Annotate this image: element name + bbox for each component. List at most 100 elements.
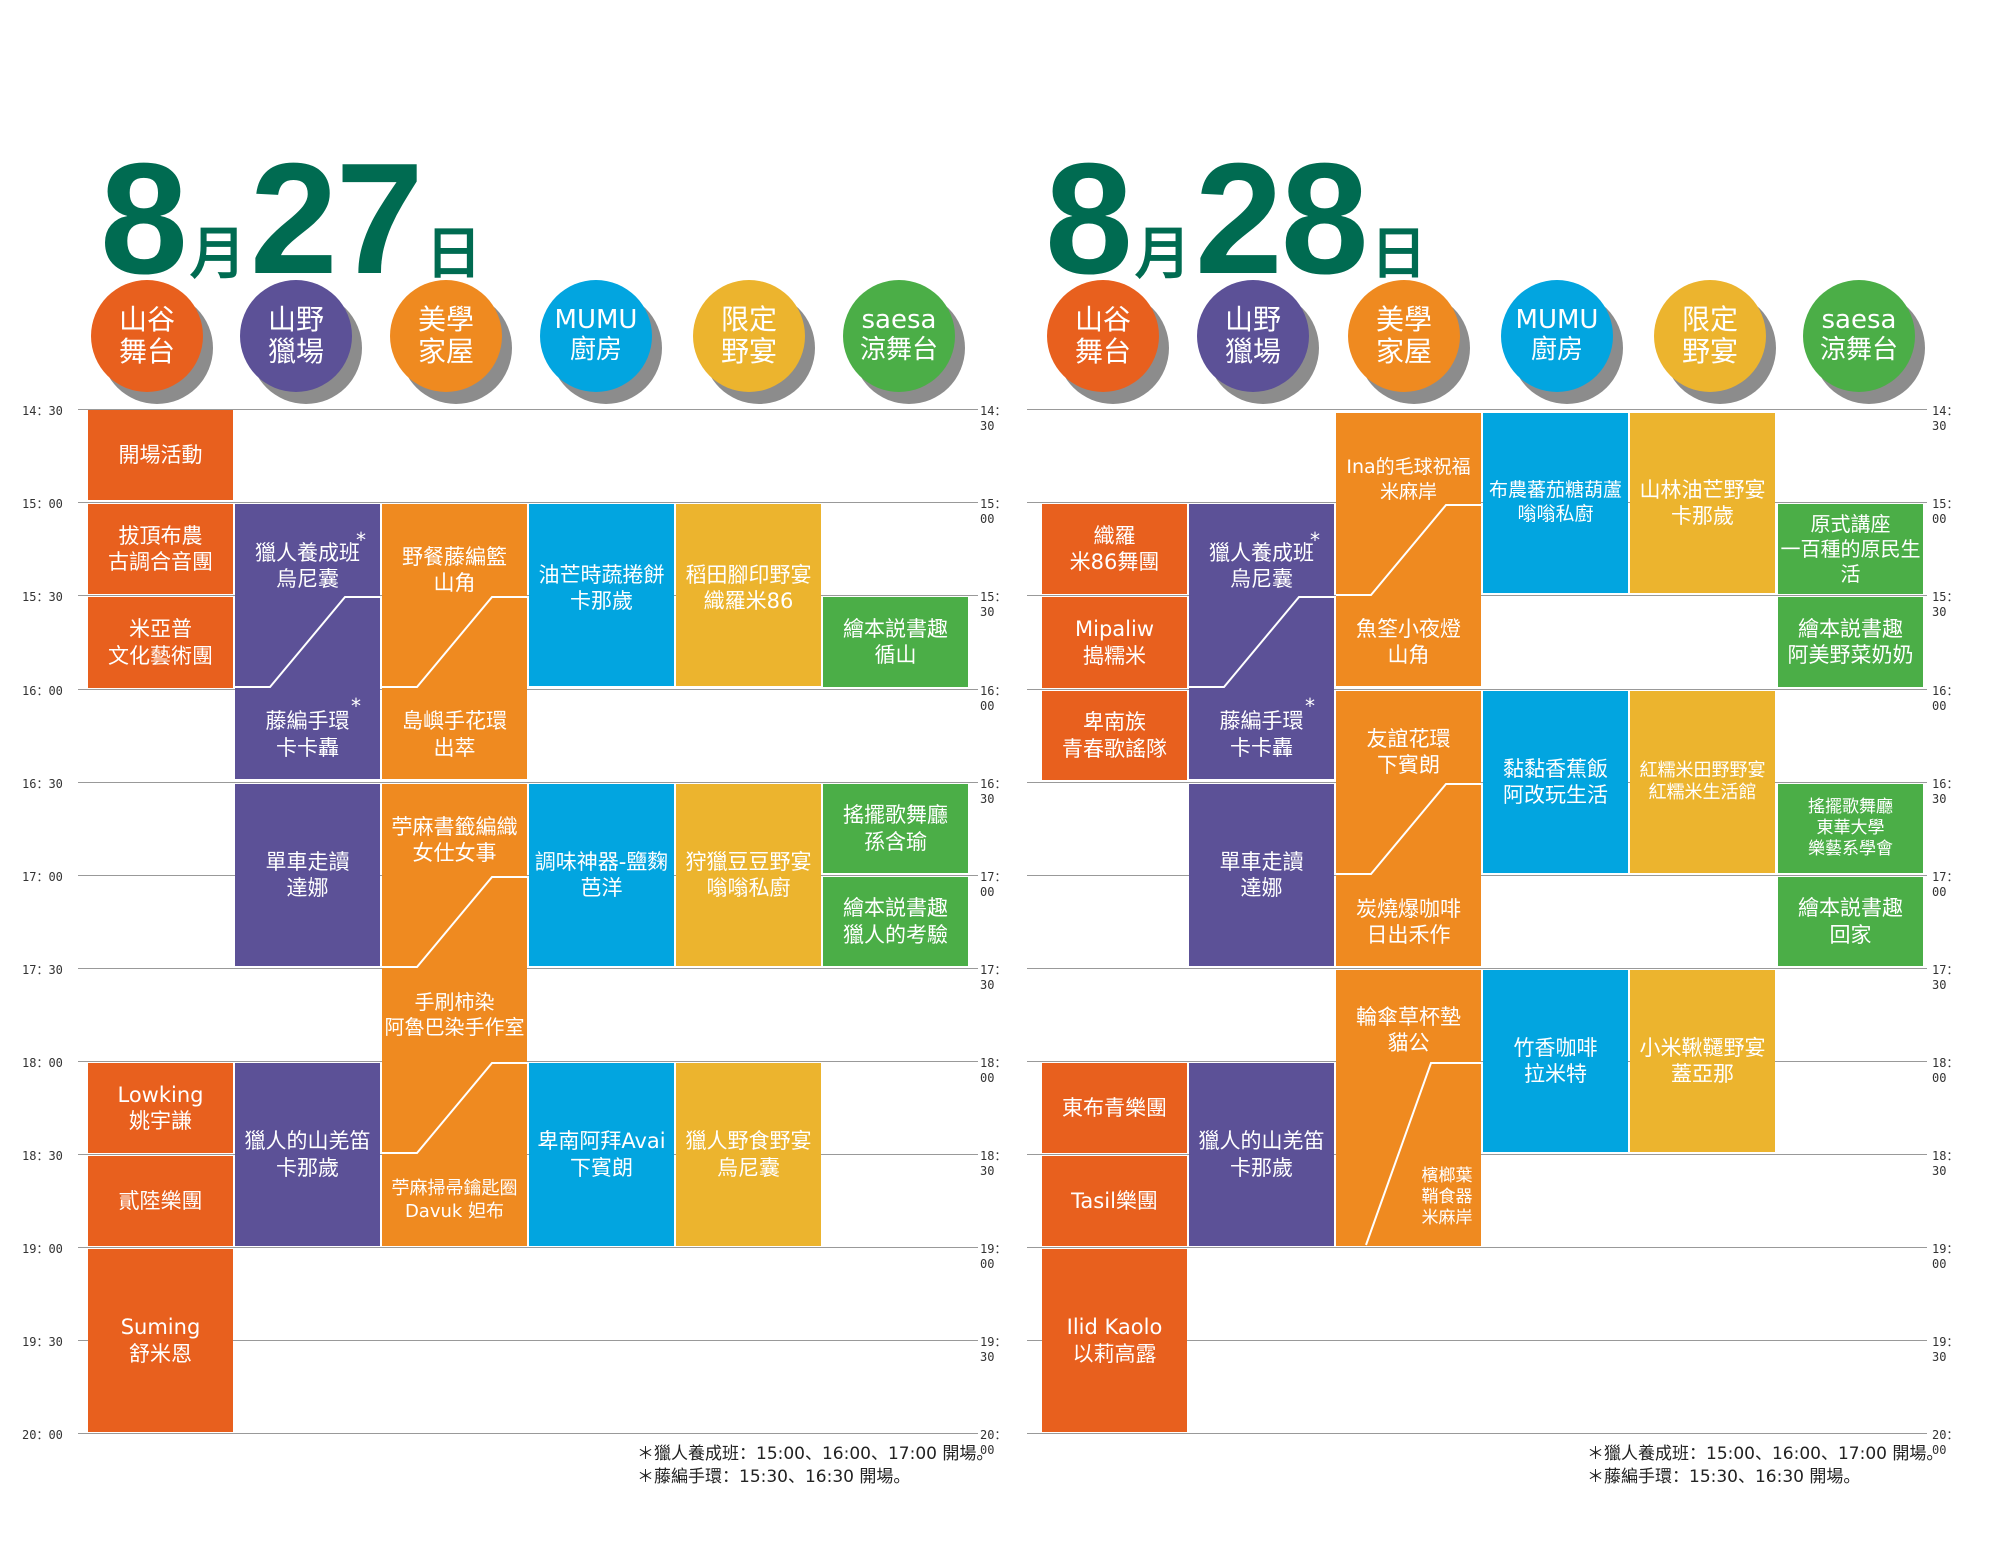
asterisk-mark: * <box>1310 528 1320 552</box>
event-block[interactable]: 織羅 米86舞團 <box>1042 504 1187 594</box>
event-block[interactable]: 竹香咖啡 拉米特 <box>1483 970 1628 1152</box>
event-block[interactable]: 米亞普 文化藝術團 <box>88 597 233 688</box>
venue-hunting-field: 山野 獵場 <box>240 280 362 404</box>
event-block[interactable]: 獵人的山羌笛 卡那歲 <box>235 1063 380 1246</box>
event-block[interactable]: 繪本説書趣 循山 <box>823 597 968 687</box>
time-gridline <box>78 875 978 876</box>
split-divider <box>382 596 527 688</box>
time-gridline <box>1027 409 1927 410</box>
event-block[interactable]: 魚筌小夜燈 山角 <box>1356 616 1461 667</box>
event-block[interactable]: 單車走讀 達娜 <box>235 784 380 966</box>
event-text: 紅糯米田野野宴 紅糯米生活館 <box>1639 759 1766 804</box>
time-gridline <box>78 1247 978 1248</box>
date-month-number: 8 <box>1045 131 1133 307</box>
event-block[interactable]: 友誼花環 下賓朗 <box>1366 726 1451 777</box>
time-gridline <box>1027 1340 1927 1341</box>
event-block[interactable]: Lowking 姚宇謙 <box>88 1063 233 1153</box>
time-label: 15：00 <box>22 497 63 511</box>
event-block[interactable]: 搖擺歌舞廳 東華大學 樂藝系學會 <box>1778 784 1923 873</box>
time-label: 14：30 <box>980 404 1007 433</box>
time-label: 17：00 <box>22 870 63 884</box>
event-block[interactable]: 藤編手環 卡卡轟 <box>265 709 350 760</box>
venue-label: 山谷 舞台 <box>1047 280 1159 392</box>
event-block[interactable]: 獵人的山羌笛 卡那歲 <box>1189 1063 1334 1246</box>
time-label: 20：00 <box>980 1428 1007 1457</box>
time-label: 15：00 <box>1932 497 1959 526</box>
event-block[interactable]: 調味神器-鹽麴 芭洋 <box>529 784 674 966</box>
event-block[interactable]: 拔頂布農 古調合音團 <box>88 504 233 594</box>
event-block[interactable]: Suming 舒米恩 <box>88 1249 233 1432</box>
event-block-split <box>382 784 527 1246</box>
event-block[interactable]: 山林油芒野宴 卡那歲 <box>1630 413 1775 593</box>
event-block[interactable]: 布農蕃茄糖葫蘆 嗡嗡私廚 <box>1483 413 1628 593</box>
asterisk-mark: * <box>351 694 361 718</box>
time-gridline <box>1027 689 1927 690</box>
event-block[interactable]: 野餐藤編籃 山角 <box>402 544 507 595</box>
venue-aesthetic-house: 美學 家屋 <box>1348 280 1470 404</box>
event-block[interactable]: 狩獵豆豆野宴 嗡嗡私廚 <box>676 784 821 966</box>
venue-label: 美學 家屋 <box>390 280 502 392</box>
footnote: ＊獵人養成班：15:00、16:00、17:00 開場。 ＊藤編手環：15:30… <box>637 1444 994 1487</box>
event-block[interactable]: 苧麻掃帚鑰匙圈 Davuk 妲布 <box>382 1160 527 1240</box>
event-block[interactable]: 繪本説書趣 獵人的考驗 <box>823 877 968 966</box>
event-block[interactable]: 獵人養成班 烏尼囊 <box>255 541 360 592</box>
event-block[interactable]: 獵人野食野宴 烏尼囊 <box>676 1063 821 1246</box>
venue-hunting-field: 山野 獵場 <box>1197 280 1319 404</box>
venue-mumu-kitchen: MUMU 廚房 <box>540 280 662 404</box>
time-label: 16：30 <box>22 777 63 791</box>
date-heading: 8月28日 <box>1045 140 1431 298</box>
event-block[interactable]: 貳陸樂團 <box>88 1156 233 1246</box>
event-block[interactable]: Mipaliw 搗糯米 <box>1042 597 1187 688</box>
event-block[interactable]: 紅糯米田野野宴 紅糯米生活館 <box>1630 691 1775 873</box>
event-block[interactable]: 繪本説書趣 回家 <box>1778 877 1923 966</box>
event-block[interactable]: 東布青樂團 <box>1042 1063 1187 1153</box>
event-block-split <box>1336 970 1481 1246</box>
event-block[interactable]: 單車走讀 達娜 <box>1189 784 1334 966</box>
event-block[interactable]: 手刷柿染 阿魯巴染手作室 <box>382 980 527 1050</box>
event-block[interactable]: Ina的毛球祝福 米麻岸 <box>1336 440 1481 520</box>
date-day-char: 日 <box>425 222 482 285</box>
event-block[interactable]: Ilid Kaolo 以莉高露 <box>1042 1249 1187 1432</box>
event-block[interactable]: 小米鞦韆野宴 蓋亞那 <box>1630 970 1775 1152</box>
event-block[interactable]: 原式講座 一百種的原民生活 <box>1778 504 1923 594</box>
event-block[interactable]: 搖擺歌舞廳 孫含瑜 <box>823 784 968 873</box>
event-block[interactable]: 繪本説書趣 阿美野菜奶奶 <box>1778 597 1923 687</box>
event-block[interactable]: 油芒時蔬捲餅 卡那歲 <box>529 504 674 686</box>
time-label: 16：00 <box>1932 684 1959 713</box>
event-block[interactable]: 黏黏香蕉飯 阿改玩生活 <box>1483 691 1628 873</box>
time-label: 18：00 <box>980 1056 1007 1085</box>
event-block[interactable]: Tasil樂團 <box>1042 1156 1187 1246</box>
venue-label: saesa 涼舞台 <box>1803 280 1915 392</box>
event-block[interactable]: 檳榔葉 鞘食器 米麻岸 <box>1416 1150 1478 1245</box>
split-divider <box>1189 596 1334 688</box>
venue-limited-feast: 限定 野宴 <box>693 280 815 404</box>
time-label: 15：00 <box>980 497 1007 526</box>
venue-valley-stage: 山谷 舞台 <box>91 280 213 404</box>
event-block[interactable]: 炭燒爆咖啡 日出禾作 <box>1356 896 1461 947</box>
event-block[interactable]: 稻田腳印野宴 織羅米86 <box>676 504 821 686</box>
event-block[interactable]: 島嶼手花環 出萃 <box>402 709 507 760</box>
date-day-char: 日 <box>1370 222 1427 285</box>
time-gridline <box>78 1433 978 1434</box>
event-block[interactable]: 卑南族 青春歌謠隊 <box>1042 691 1187 780</box>
venue-label: saesa 涼舞台 <box>843 280 955 392</box>
time-label: 18：30 <box>1932 1149 1959 1178</box>
event-block[interactable]: 輪傘草杯墊 貓公 <box>1356 1004 1461 1055</box>
split-divider <box>1336 783 1481 875</box>
venue-aesthetic-house: 美學 家屋 <box>390 280 512 404</box>
time-label: 16：30 <box>1932 777 1959 806</box>
time-gridline <box>78 409 978 410</box>
event-block[interactable]: 卑南阿拜Avai 下賓朗 <box>529 1063 674 1246</box>
time-label: 17：30 <box>980 963 1007 992</box>
split-divider <box>382 876 527 968</box>
event-block[interactable]: 獵人養成班 烏尼囊 <box>1209 541 1314 592</box>
date-day-number: 27 <box>249 131 424 307</box>
time-gridline <box>1027 1247 1927 1248</box>
split-divider <box>1336 504 1481 596</box>
day-schedule-0828: 8月28日 山谷 舞台 山野 獵場 美學 家屋 MUMU 廚房 限定 野宴 sa… <box>957 0 1959 1548</box>
event-block[interactable]: 苧麻書籤編織 女仕女事 <box>391 814 518 865</box>
event-text: 苧麻掃帚鑰匙圈 Davuk 妲布 <box>391 1177 518 1222</box>
venue-mumu-kitchen: MUMU 廚房 <box>1501 280 1623 404</box>
event-block[interactable]: 開場活動 <box>88 410 233 500</box>
event-block[interactable]: 藤編手環 卡卡轟 <box>1219 709 1304 760</box>
